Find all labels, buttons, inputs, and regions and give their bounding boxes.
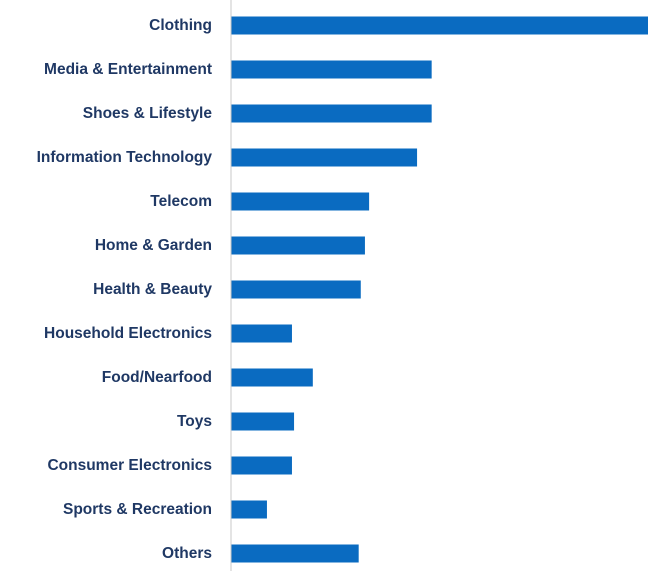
category-labels: Clothing Media & Entertainment Shoes & Lif…: [37, 17, 213, 562]
bar-12: [232, 545, 359, 563]
bar-5: [232, 237, 365, 255]
category-label-6: Health & Beauty: [93, 281, 212, 298]
category-label-11: Sports & Recreation: [63, 501, 212, 518]
bar-8: [232, 369, 313, 387]
bar-11: [232, 501, 267, 519]
category-label-5: Home & Garden: [95, 237, 212, 254]
bar-10: [232, 457, 292, 475]
category-label-12: Others: [162, 545, 212, 562]
bar-3: [232, 149, 418, 167]
bar-1: [232, 61, 432, 79]
bar-9: [232, 413, 295, 431]
category-label-1: Media & Entertainment: [44, 61, 212, 78]
bar-4: [232, 193, 370, 211]
bar-6: [232, 281, 361, 299]
bar-7: [232, 325, 292, 343]
bar-2: [232, 105, 432, 123]
category-label-0: Clothing: [149, 17, 212, 34]
category-label-9: Toys: [177, 413, 212, 430]
category-label-10: Consumer Electronics: [47, 457, 212, 474]
category-label-7: Household Electronics: [44, 325, 212, 342]
category-label-4: Telecom: [150, 193, 212, 210]
bar-0: [232, 17, 648, 35]
bars-layer: [232, 17, 648, 563]
category-label-2: Shoes & Lifestyle: [83, 105, 213, 122]
category-label-3: Information Technology: [37, 149, 213, 166]
category-label-8: Food/Nearfood: [102, 369, 212, 386]
